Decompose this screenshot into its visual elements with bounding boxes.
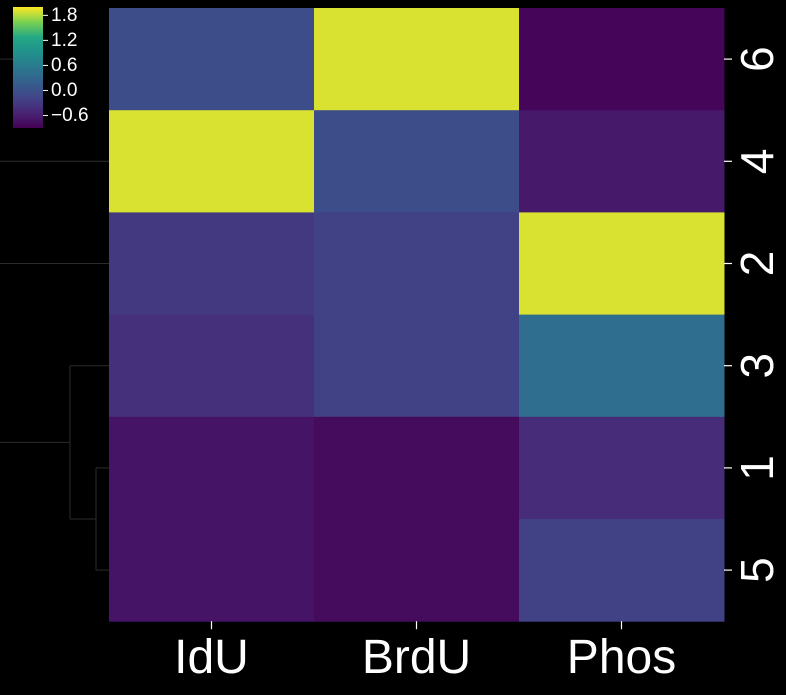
heatmap-cell-r6-IdU: [109, 8, 315, 111]
row-label-2: 2: [731, 251, 783, 277]
row-label-5: 5: [731, 557, 783, 583]
row-labels: 6 4 2 3 1 5: [724, 46, 783, 583]
colorbar: 1.8 1.2 0.6 0.0 −0.6: [13, 5, 89, 128]
heatmap-cell-r4-BrdU: [314, 110, 520, 213]
colorbar-tick-label-3: 0.0: [51, 80, 77, 101]
row-label-6: 6: [731, 46, 783, 72]
heatmap-cell-r5-IdU: [109, 519, 315, 622]
heatmap-cell-r4-IdU: [109, 110, 315, 213]
column-label-Phos: Phos: [567, 631, 676, 684]
colorbar-tick-label-0: 1.8: [51, 5, 77, 26]
heatmap-cell-r6-BrdU: [314, 8, 520, 111]
column-label-IdU: IdU: [174, 631, 249, 684]
column-labels: IdU BrdU Phos: [174, 621, 676, 684]
row-dendrogram: [0, 58, 109, 571]
row-label-1: 1: [731, 455, 783, 481]
heatmap-cell-r1-Phos: [519, 416, 725, 520]
heatmap-cells: [109, 8, 725, 622]
heatmap-cell-r3-IdU: [109, 314, 315, 418]
column-label-BrdU: BrdU: [362, 631, 471, 684]
colorbar-tick-label-2: 0.6: [51, 55, 77, 76]
heatmap-cell-r2-IdU: [109, 212, 315, 316]
row-label-3: 3: [731, 353, 783, 379]
heatmap-cell-r3-BrdU: [314, 314, 520, 418]
heatmap-cell-r1-IdU: [109, 416, 315, 520]
heatmap-cell-r2-Phos: [519, 212, 725, 316]
colorbar-tick-label-1: 1.2: [51, 30, 77, 51]
colorbar-tick-label-4: −0.6: [51, 105, 89, 126]
heatmap-cell-r5-BrdU: [314, 519, 520, 622]
row-label-4: 4: [731, 149, 783, 175]
heatmap-cell-r4-Phos: [519, 110, 725, 213]
colorbar-bar: [13, 7, 43, 128]
heatmap-cell-r3-Phos: [519, 314, 725, 418]
heatmap-cell-r5-Phos: [519, 519, 725, 622]
heatmap-cell-r6-Phos: [519, 8, 725, 111]
heatmap-cell-r2-BrdU: [314, 212, 520, 316]
heatmap-cell-r1-BrdU: [314, 416, 520, 520]
